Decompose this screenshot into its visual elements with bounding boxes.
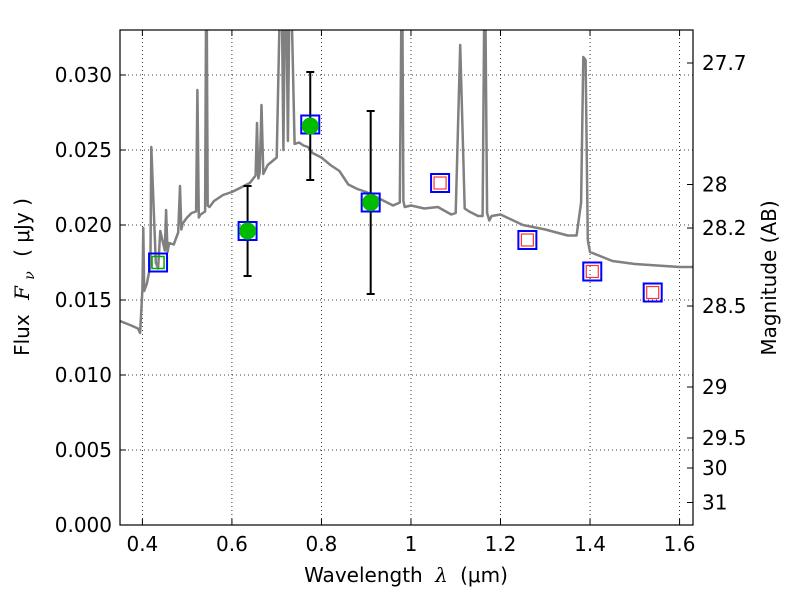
model-marker [237, 221, 258, 241]
model-marker [642, 282, 663, 303]
x-tick-label: 0.6 [216, 532, 248, 556]
model-marker [148, 252, 169, 273]
model-marker [517, 230, 538, 250]
right-axis-label: Magnitude (AB) [757, 200, 781, 355]
y-tick-label: 0.000 [55, 513, 112, 537]
grid [120, 30, 693, 526]
x-tick-label: 1.4 [574, 532, 606, 556]
right-tick-label: 28.2 [702, 216, 747, 240]
ticks: 0.4 0.6 0.8 1 1.2 1.4 1.6 0.000 0.005 0.010 0.015 0… [55, 30, 747, 556]
x-tick-label: 0.4 [126, 532, 158, 556]
observed-point [239, 222, 257, 240]
y-tick-label: 0.015 [55, 288, 112, 312]
y-tick-label: 0.020 [55, 213, 112, 237]
model-bandpass-layer [148, 114, 663, 303]
x-axis-label-unit: (μm) [460, 563, 508, 587]
sed-template-line [120, 30, 693, 335]
sed-template-layer [120, 30, 693, 335]
y-tick-label: 0.005 [55, 438, 112, 462]
model-marker-inner-red [646, 285, 660, 300]
right-tick-label: 28.5 [702, 294, 747, 318]
y-axis-label-unit: ( μJy ) [10, 198, 34, 257]
plot-frame [119, 29, 694, 526]
model-marker [430, 173, 451, 193]
x-axis-label: Wavelength λ (μm) [304, 563, 508, 587]
right-tick-label: 30 [702, 456, 727, 480]
x-tick-label: 1 [405, 532, 418, 556]
y-tick-label: 0.025 [55, 138, 112, 162]
model-marker-inner-red [520, 233, 534, 247]
right-tick-label: 27.7 [702, 51, 747, 75]
observed-point [362, 194, 380, 211]
observed-points-layer [239, 117, 380, 240]
x-tick-label: 1.2 [485, 532, 517, 556]
model-marker [582, 261, 603, 282]
right-tick-label: 29.5 [702, 426, 747, 450]
y-tick-label: 0.030 [55, 63, 112, 87]
model-marker-inner-green [151, 255, 165, 270]
right-tick-label: 28 [702, 173, 727, 197]
y-axis-label: Flux F ν ( μJy ) [10, 198, 39, 356]
observed-point [301, 117, 319, 135]
x-axis-label-text: Wavelength [304, 563, 423, 587]
y-axis-label-subscript: ν [22, 271, 38, 280]
right-tick-label: 31 [702, 491, 727, 515]
y-axis-label-symbol: F [10, 285, 34, 301]
x-axis-label-symbol: λ [434, 563, 448, 587]
y-axis-label-text: Flux [10, 314, 34, 356]
x-tick-label: 1.6 [664, 532, 696, 556]
x-tick-label: 0.8 [306, 532, 338, 556]
model-marker-inner-red [433, 176, 447, 190]
y-tick-label: 0.010 [55, 363, 112, 387]
model-marker-inner-red [585, 264, 599, 279]
model-marker [360, 192, 381, 213]
right-tick-label: 29 [702, 375, 727, 399]
